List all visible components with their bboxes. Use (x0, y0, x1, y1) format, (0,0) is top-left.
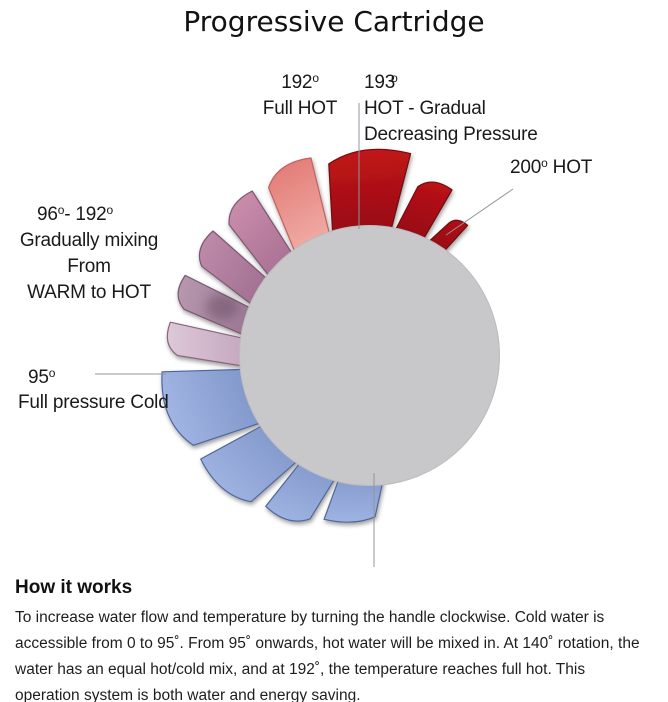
handle-circle (239, 225, 500, 486)
callout-193-line2: Decreasing Pressure (364, 124, 538, 145)
paragraph-line: operation system is both water and energ… (15, 687, 361, 702)
callout-200-hot: 200o HOT (510, 156, 593, 178)
paragraph-line: water has an equal hot/cold mix, and at … (15, 661, 586, 678)
callout-mixing-line3: WARM to HOT (27, 282, 151, 303)
callout-mixing-degrees: 96o- 192o (36, 203, 113, 225)
callout-192-degrees: 192o (281, 71, 319, 93)
page-title: Progressive Cartridge (183, 5, 485, 38)
how-it-works-section: How it works To increase water flow and … (15, 576, 655, 702)
callout-193-degrees: 193o (364, 71, 398, 93)
shading-smudge (206, 294, 238, 320)
callout-192-full-hot: 192o Full HOT (258, 70, 342, 122)
paragraph-line: To increase water flow and temperature b… (15, 609, 605, 626)
callout-mixing-line1: Gradually mixing (19, 230, 159, 251)
callout-193-decreasing-pressure: 193o HOT - Gradual Decreasing Pressure (364, 70, 538, 148)
callout-95-degrees: 95o (28, 366, 56, 388)
pointer-200 (445, 188, 514, 236)
callout-mixing-line2: From (67, 256, 111, 277)
callout-96-192-mixing: 96o- 192o Gradually mixing From WARM to … (16, 202, 162, 306)
callout-95-label: Full pressure Cold (18, 392, 169, 413)
how-it-works-paragraph: To increase water flow and temperature b… (15, 605, 655, 702)
callout-192-label: Full HOT (262, 98, 338, 119)
callout-193-line1: HOT - Gradual (364, 98, 486, 119)
how-it-works-heading: How it works (15, 577, 133, 598)
paragraph-line: accessible from 0 to 95˚. From 95˚ onwar… (15, 635, 640, 652)
